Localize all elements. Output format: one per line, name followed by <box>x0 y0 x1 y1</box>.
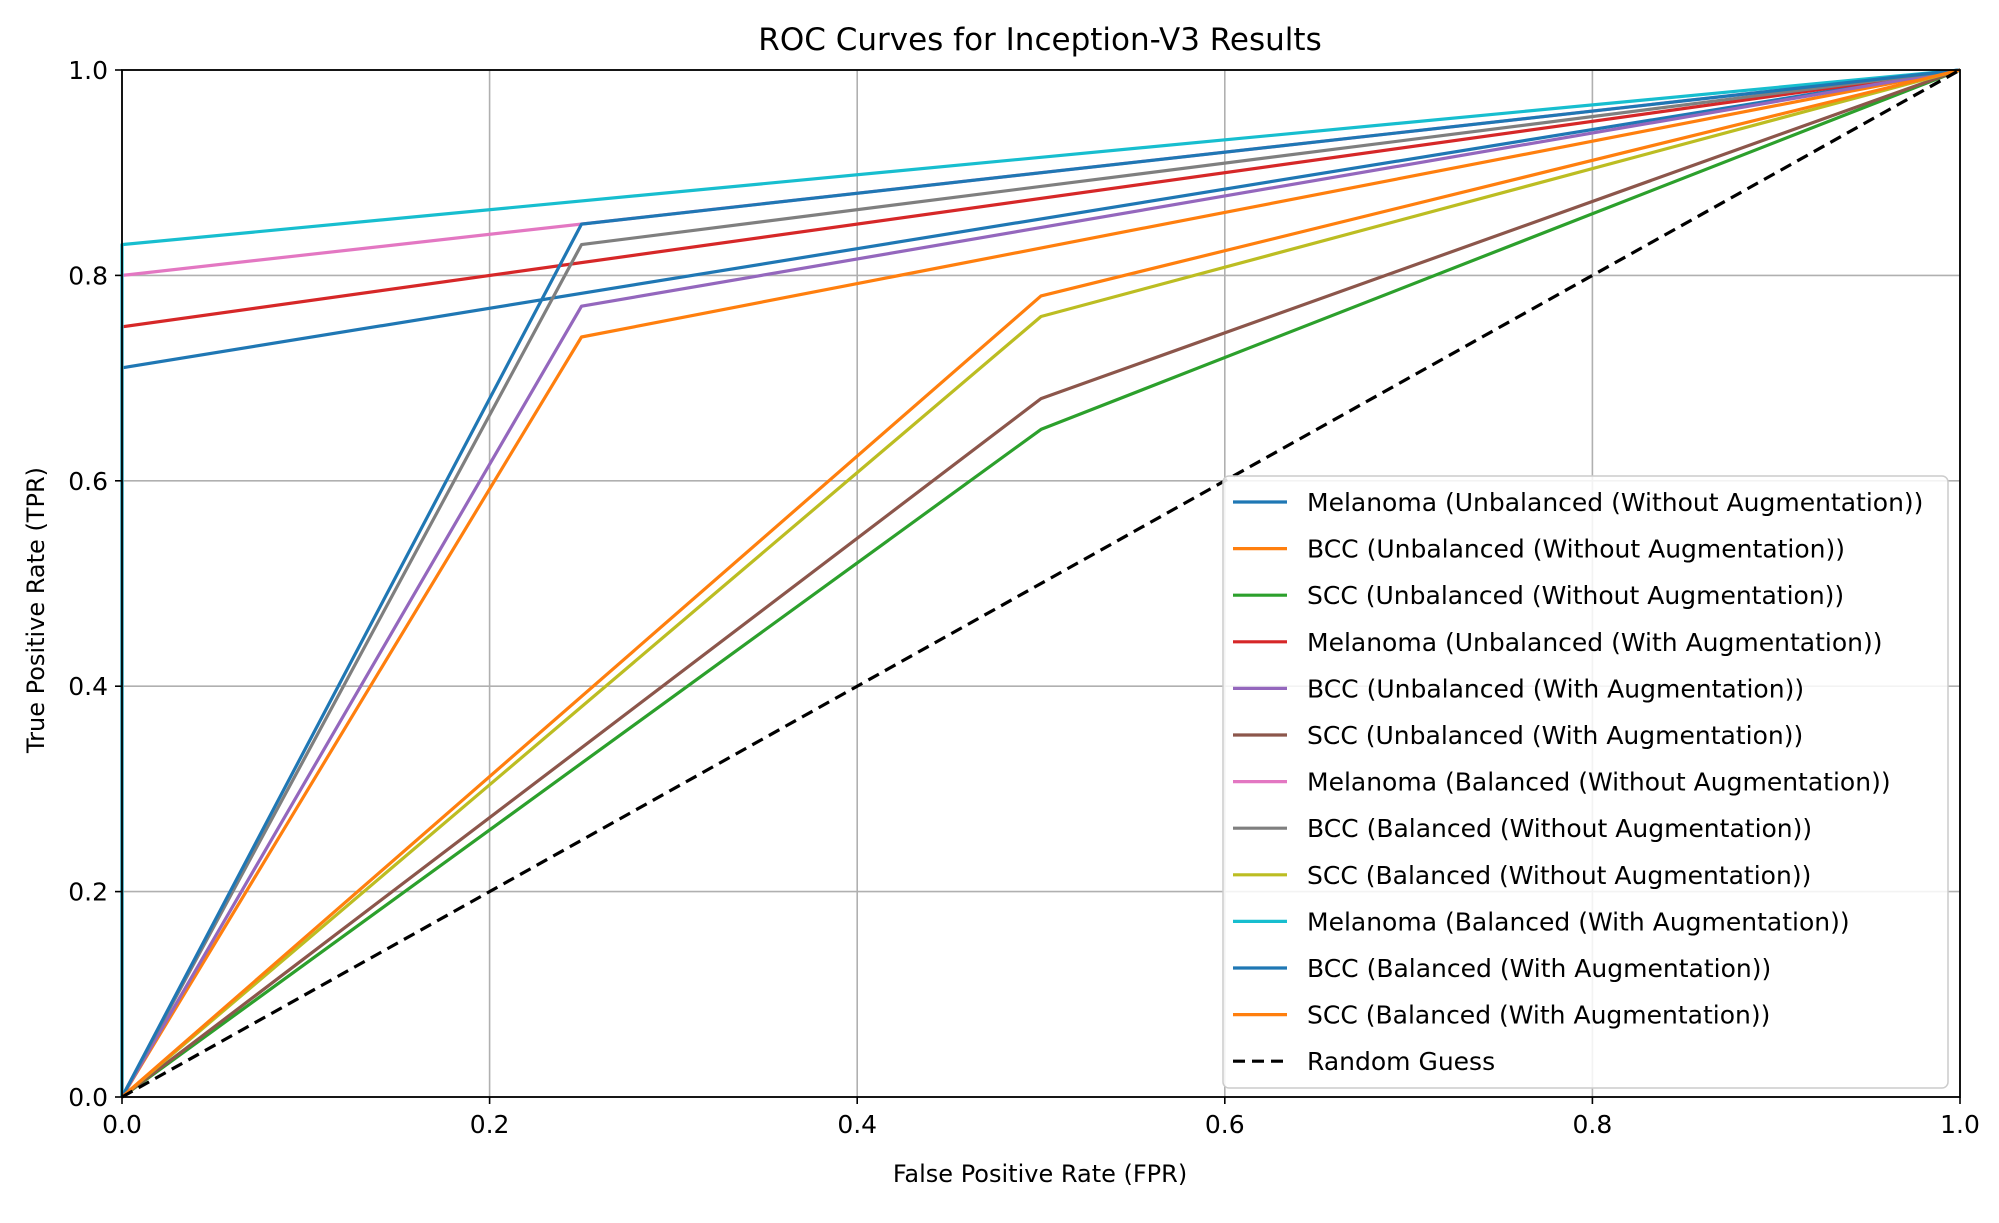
legend-label-7: Melanoma (Balanced (Without Augmentation… <box>1307 768 1891 797</box>
y-tick-label: 0.8 <box>68 261 108 290</box>
x-tick-label: 0.8 <box>1573 1110 1613 1139</box>
series-line-6 <box>121 68 1961 1099</box>
x-tick-label: 1.0 <box>1940 1110 1980 1139</box>
legend-label-11: BCC (Balanced (With Augmentation)) <box>1307 954 1771 983</box>
legend-label-4: Melanoma (Unbalanced (With Augmentation)… <box>1307 628 1883 657</box>
chart-title: ROC Curves for Inception-V3 Results <box>758 22 1321 58</box>
y-tick-label: 1.0 <box>68 56 108 85</box>
series-line-5 <box>120 68 1961 1098</box>
legend-label-5: BCC (Unbalanced (With Augmentation)) <box>1307 674 1804 703</box>
y-tick-label: 0.6 <box>68 467 108 496</box>
series-line-8 <box>120 68 1961 1098</box>
series-line-13 <box>121 68 1961 1099</box>
legend-label-6: SCC (Unbalanced (With Augmentation)) <box>1307 721 1803 750</box>
series-line-12 <box>120 68 1961 1099</box>
legend-label-12: SCC (Balanced (With Augmentation)) <box>1307 1001 1770 1030</box>
series-line-9 <box>120 68 1961 1099</box>
legend-label-8: BCC (Balanced (Without Augmentation)) <box>1307 814 1812 843</box>
legend-box <box>1222 475 1949 1089</box>
x-tick-label: 0.2 <box>470 1110 510 1139</box>
x-tick-label: 0.4 <box>837 1110 877 1139</box>
legend: Melanoma (Unbalanced (Without Augmentati… <box>1222 475 1949 1089</box>
x-tick-label: 0.6 <box>1205 1110 1245 1139</box>
legend-label-1: Melanoma (Unbalanced (Without Augmentati… <box>1307 488 1923 517</box>
y-axis-ticks: 0.0 0.2 0.4 0.6 0.8 1.0 <box>68 56 122 1112</box>
y-tick-label: 0.0 <box>68 1083 108 1112</box>
x-tick-label: 0.0 <box>102 1110 142 1139</box>
y-axis-label: True Positive Rate (TPR) <box>22 467 50 754</box>
x-axis-label: False Positive Rate (FPR) <box>893 1160 1187 1188</box>
y-tick-label: 0.4 <box>68 672 108 701</box>
series-line-11 <box>120 68 1961 1098</box>
legend-label-13: Random Guess <box>1307 1047 1495 1076</box>
legend-label-9: SCC (Balanced (Without Augmentation)) <box>1307 861 1811 890</box>
y-tick-label: 0.2 <box>68 878 108 907</box>
plot-frame <box>121 69 1961 1098</box>
legend-label-3: SCC (Unbalanced (Without Augmentation)) <box>1307 581 1844 610</box>
legend-label-10: Melanoma (Balanced (With Augmentation)) <box>1307 907 1850 936</box>
series-line-3 <box>121 68 1961 1099</box>
legend-label-2: BCC (Unbalanced (Without Augmentation)) <box>1307 535 1845 564</box>
series-line-2 <box>120 68 1961 1098</box>
x-axis-ticks: 0.0 0.2 0.4 0.6 0.8 1.0 <box>102 1097 1980 1139</box>
